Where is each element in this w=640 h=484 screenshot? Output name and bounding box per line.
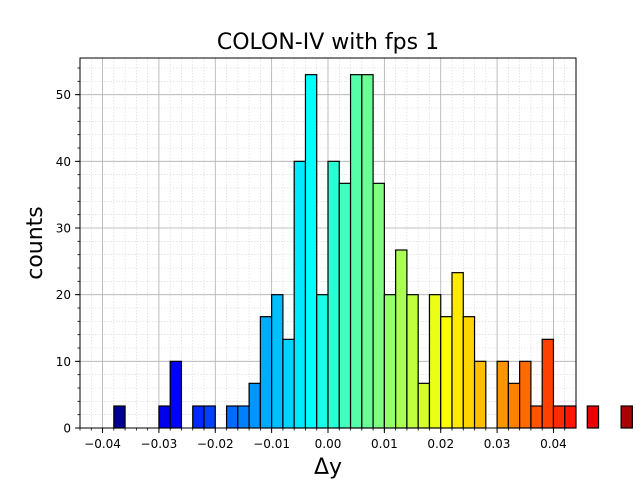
histogram-bar xyxy=(192,405,205,429)
chart-title: COLON-IV with fps 1 xyxy=(217,30,439,55)
histogram-bar xyxy=(451,272,464,429)
histogram-bar xyxy=(158,405,171,429)
histogram-bar xyxy=(530,405,543,429)
y-tick-label: 10 xyxy=(56,355,71,369)
histogram-bar xyxy=(428,294,442,429)
y-tick-label: 0 xyxy=(63,422,71,436)
histogram-bar xyxy=(169,360,183,429)
histogram-bar xyxy=(496,360,509,429)
y-tick-label: 30 xyxy=(56,222,71,236)
histogram-bar xyxy=(620,405,633,429)
x-tick-label: 0.00 xyxy=(315,437,342,451)
histogram-bar xyxy=(271,294,284,429)
histogram-bar xyxy=(361,74,374,429)
histogram-bar xyxy=(338,182,352,429)
x-tick-label: −0.04 xyxy=(84,437,121,451)
histogram-bar xyxy=(304,74,318,429)
histogram-bar xyxy=(113,405,126,429)
histogram-bar xyxy=(552,405,566,429)
histogram-bar xyxy=(282,338,295,429)
histogram-bar xyxy=(541,338,555,429)
x-tick-label: −0.02 xyxy=(197,437,234,451)
histogram-bar xyxy=(473,360,487,429)
histogram-bar xyxy=(395,249,408,429)
x-tick-label: 0.02 xyxy=(427,437,454,451)
histogram-bar xyxy=(519,360,532,429)
y-tick-label: 50 xyxy=(56,88,71,102)
histogram-bar xyxy=(372,182,385,429)
histogram-bar xyxy=(248,382,261,429)
x-tick-label: 0.01 xyxy=(371,437,398,451)
histogram-bar xyxy=(417,382,431,429)
histogram-bar xyxy=(349,74,363,429)
histogram-bar xyxy=(225,405,239,429)
histogram-bar xyxy=(293,160,307,429)
x-tick-label: 0.03 xyxy=(484,437,511,451)
histogram-bar xyxy=(406,294,419,429)
histogram-bar xyxy=(586,405,600,429)
histogram-bar xyxy=(203,405,216,429)
histogram-bar xyxy=(259,316,273,429)
histogram-bar xyxy=(440,316,453,429)
histogram-bar xyxy=(316,294,329,429)
y-tick-label: 20 xyxy=(56,288,71,302)
x-axis-label: Δy xyxy=(314,455,342,480)
x-tick-label: 0.04 xyxy=(540,437,567,451)
histogram-bar xyxy=(507,382,521,429)
x-tick-label: −0.01 xyxy=(253,437,290,451)
histogram-bar xyxy=(564,405,577,429)
y-tick-label: 40 xyxy=(56,155,71,169)
histogram-bar xyxy=(237,405,250,429)
y-axis-label: counts xyxy=(23,206,48,280)
histogram-bar xyxy=(327,160,340,429)
histogram-bar xyxy=(383,294,397,429)
histogram-bar xyxy=(462,316,476,429)
x-tick-label: −0.03 xyxy=(141,437,178,451)
